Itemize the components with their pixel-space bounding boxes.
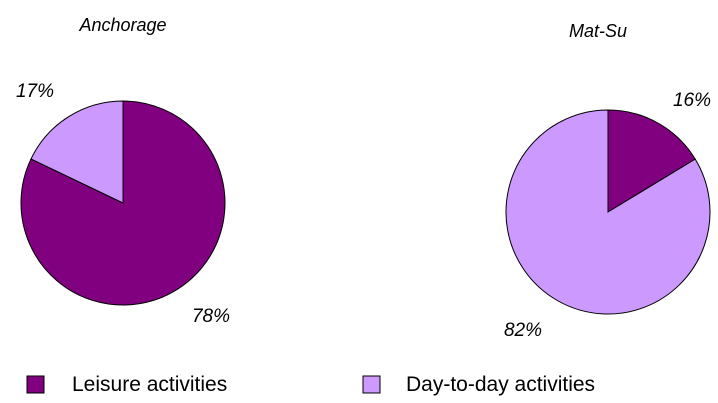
pie-title-mat-su: Mat-Su xyxy=(569,21,627,41)
pie-title-anchorage: Anchorage xyxy=(78,15,166,35)
legend-swatch-leisure xyxy=(26,375,45,394)
slice-label-anchorage-day-to-day: 17% xyxy=(16,81,54,102)
legend-label-day-to-day: Day-to-day activities xyxy=(406,373,595,396)
legend-swatch-day-to-day xyxy=(362,375,381,394)
legend: Leisure activities Day-to-day activities xyxy=(26,373,595,396)
legend-label-leisure: Leisure activities xyxy=(72,373,227,396)
pie-slices-anchorage xyxy=(20,100,226,306)
slice-label-mat-su-leisure: 16% xyxy=(673,90,711,111)
pie-slices-mat-su xyxy=(505,109,711,315)
slice-label-mat-su-day-to-day: 82% xyxy=(504,320,542,341)
pie-mat-su: Mat-Su 16% 82% xyxy=(504,21,711,341)
pie-anchorage: Anchorage 17% 78% xyxy=(16,15,230,327)
pie-slice-mat-su-leisure-activities xyxy=(607,109,696,213)
pie-slice-mat-su-day-to-day-activities xyxy=(505,109,711,315)
slice-label-anchorage-leisure: 78% xyxy=(192,306,230,327)
pie-slice-anchorage-day-to-day-activities xyxy=(30,100,124,204)
